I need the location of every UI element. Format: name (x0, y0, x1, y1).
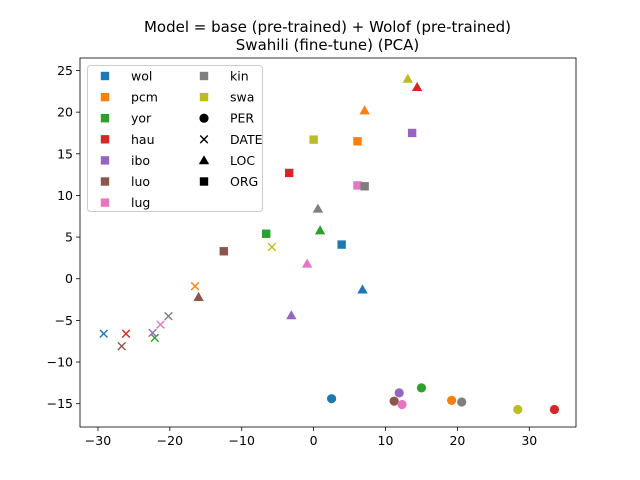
legend-marker-per (199, 113, 209, 123)
legend-label-pcm: pcm (131, 90, 158, 105)
legend-box (87, 65, 263, 212)
legend-marker-kin (199, 71, 209, 81)
chart-title-line-1: Model = base (pre-trained) + Wolof (pre-… (144, 18, 511, 36)
x-tick-label: 10 (378, 433, 394, 448)
point-wol-loc (357, 284, 368, 294)
y-tick-label: 20 (57, 105, 73, 120)
legend-marker-pcm (100, 92, 110, 102)
point-hau-org (284, 168, 294, 178)
x-tick-label: −30 (85, 433, 111, 448)
point-wol-per (326, 394, 337, 404)
point-yor-date (150, 333, 160, 343)
point-hau-loc (411, 81, 423, 92)
legend-marker-loc (198, 155, 210, 165)
y-tick-label: 15 (57, 146, 73, 161)
point-kin-date (164, 311, 173, 321)
x-tick-label: 20 (449, 433, 465, 448)
legend-label-ibo: ibo (131, 153, 150, 168)
point-lug-org (353, 181, 362, 190)
legend-marker-wol (100, 71, 110, 81)
point-yor-org (261, 229, 271, 238)
point-pcm-date (190, 281, 200, 291)
chart-title-line-2: Swahili (fine-tune) (PCA) (236, 36, 419, 54)
point-pcm-loc (359, 105, 370, 115)
legend-label-luo: luo (131, 174, 150, 189)
x-tick-label: −10 (229, 433, 255, 448)
y-tick-label: −5 (55, 313, 73, 328)
data-points (99, 73, 560, 415)
y-tick-label: 25 (57, 63, 73, 78)
point-pcm-org (353, 137, 362, 146)
point-swa-loc (402, 73, 413, 83)
point-swa-per (513, 404, 523, 415)
legend: wol pcm yor hau ibo luo lug kin swa PER DATE LOC ORG (87, 65, 263, 212)
legend-marker-date (199, 135, 209, 144)
axes-frame (79, 57, 577, 428)
legend-label-hau: hau (131, 132, 155, 147)
legend-label-org: ORG (230, 174, 258, 189)
legend-label-swa: swa (230, 90, 254, 105)
point-ibo-date (148, 328, 157, 338)
point-ibo-loc (286, 310, 297, 320)
x-tick-label: 0 (310, 433, 318, 448)
legend-label-date: DATE (230, 132, 263, 147)
point-hau-per (549, 404, 560, 415)
point-ibo-per (394, 388, 404, 398)
legend-label-lug: lug (131, 195, 150, 210)
point-wol-date (99, 329, 109, 339)
point-hau-date (121, 329, 131, 339)
point-luo-per (389, 396, 399, 406)
legend-label-kin: kin (230, 69, 249, 84)
point-swa-date (267, 242, 277, 252)
point-lug-loc (301, 258, 313, 268)
legend-label-yor: yor (131, 111, 152, 126)
y-tick-label: 0 (65, 271, 73, 286)
legend-marker-yor (100, 114, 110, 123)
legend-marker-org (199, 177, 209, 186)
point-swa-org (309, 135, 318, 144)
legend-label-loc: LOC (230, 153, 255, 168)
point-yor-per (416, 383, 427, 393)
point-kin-loc (312, 203, 324, 213)
legend-label-wol: wol (131, 69, 152, 84)
point-luo-org (219, 247, 228, 256)
y-tick-label: 5 (65, 230, 73, 245)
y-tick-label: −10 (47, 355, 73, 370)
legend-marker-swa (199, 92, 209, 102)
legend-marker-ibo (100, 156, 110, 165)
point-pcm-per (447, 395, 457, 405)
x-tick-label: 30 (521, 433, 537, 448)
point-lug-per (397, 399, 407, 410)
point-wol-org (337, 240, 346, 249)
legend-marker-hau (100, 135, 110, 144)
point-ibo-org (407, 128, 417, 138)
x-tick-label: −20 (157, 433, 183, 448)
point-kin-org (360, 182, 369, 191)
y-tick-label: −15 (47, 396, 73, 411)
point-luo-date (117, 341, 126, 351)
point-lug-date (156, 320, 165, 329)
y-tick-label: 10 (57, 188, 73, 203)
point-yor-loc (314, 225, 326, 235)
point-kin-per (457, 397, 467, 407)
legend-marker-lug (100, 198, 110, 207)
legend-label-per: PER (230, 111, 254, 126)
legend-marker-luo (100, 177, 110, 186)
plot-area: −30 −20 −10 0 10 20 30 −15 −10 −5 0 5 10 15 20 25 wol pcm… (47, 57, 577, 448)
point-luo-loc (193, 291, 204, 301)
